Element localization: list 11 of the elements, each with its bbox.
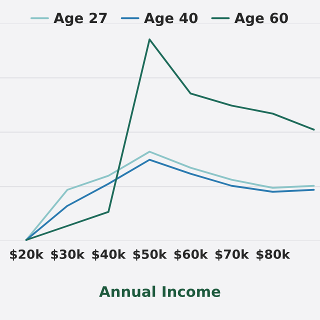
x-tick-label: $40k [92,249,126,261]
legend-label: Age 60 [234,12,288,26]
legend-label: Age 27 [54,12,107,26]
x-tick-label: $80k [256,249,290,261]
x-tick-label: $60k [174,249,208,261]
x-tick-label: $50k [133,249,167,261]
x-tick-label: $30k [51,249,85,261]
x-tick-label: $20k [10,249,44,261]
x-tick-label: $70k [215,249,250,261]
x-axis-title: Annual Income [99,286,220,298]
legend-label: Age 40 [144,12,198,26]
